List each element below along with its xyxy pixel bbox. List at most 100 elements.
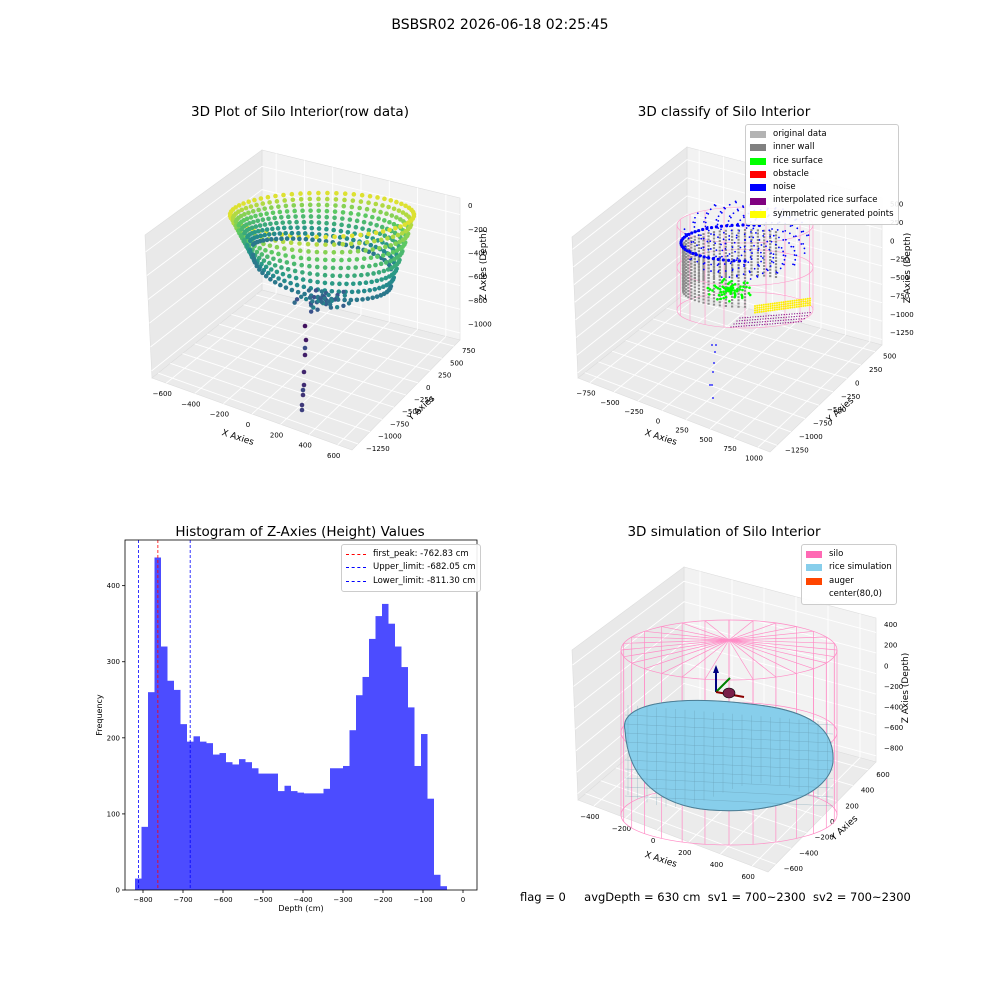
raw-point — [354, 297, 360, 303]
classify-noise-point — [696, 244, 698, 247]
classify-symmetric-point — [758, 306, 761, 309]
classify-symmetric-point — [762, 310, 765, 313]
raw-point — [355, 248, 361, 254]
simulation-x-tick-label: 200 — [678, 849, 691, 857]
classify-noise-point — [725, 224, 729, 228]
classify-interpolated-point — [773, 314, 775, 316]
raw-point — [346, 301, 352, 306]
classify-interpolated-point — [791, 316, 793, 318]
histogram-bar — [388, 623, 395, 890]
classify-noise-point — [740, 254, 743, 257]
raw-point — [308, 278, 313, 284]
classify-noise-point — [723, 231, 725, 234]
simulation-grid-y — [585, 793, 776, 865]
classify-symmetric-point — [754, 307, 756, 310]
raw-point — [318, 296, 323, 301]
simulation-y-tick-label: −600 — [784, 865, 803, 873]
classify-noise-point — [772, 256, 775, 259]
classify-z-tick-label: −500 — [890, 274, 909, 282]
raw-point — [276, 276, 281, 281]
classify-legend-label: noise — [773, 182, 796, 193]
classify-noise-point — [743, 250, 746, 253]
classify-noise-point — [729, 262, 732, 265]
classify-symmetric-point — [791, 304, 794, 307]
histogram-x-tick-label: −500 — [253, 896, 272, 904]
classify-interpolated-point — [762, 315, 764, 317]
classify-interpolated-point — [779, 322, 781, 324]
classify-symmetric-point — [791, 299, 794, 302]
classify-noise-point — [765, 245, 767, 248]
classify-noise-point — [712, 371, 714, 373]
raw-point — [325, 190, 330, 196]
raw-point — [277, 258, 283, 264]
raw-point — [378, 261, 384, 267]
raw-y-tick-label: 750 — [462, 347, 475, 355]
raw-point — [330, 265, 336, 271]
classify-noise-point — [728, 276, 731, 279]
classify-symmetric-point — [760, 304, 763, 307]
classify-symmetric-point — [809, 297, 811, 300]
histogram-bar — [258, 773, 265, 890]
raw-point — [399, 201, 404, 207]
classify-noise-point — [756, 276, 759, 278]
raw-point — [406, 220, 411, 225]
raw-point — [300, 277, 306, 282]
classify-noise-point — [782, 250, 785, 253]
classify-symmetric-point — [809, 301, 811, 304]
raw-point — [350, 281, 356, 287]
classify-noise-point — [755, 232, 757, 234]
classify-rice-surface-point — [707, 293, 711, 296]
classify-interpolated-point — [777, 322, 779, 324]
histogram-bar — [395, 646, 402, 890]
raw-point — [267, 200, 272, 205]
classify-noise-point — [760, 255, 762, 258]
classify-z-tick-label: 0 — [890, 237, 894, 245]
classify-noise-point — [781, 262, 784, 265]
simulation-auger-axis-y — [715, 677, 731, 693]
histogram-x-tick-label: −600 — [213, 896, 232, 904]
sv1-value: sv1 = 700~2300 — [707, 890, 806, 904]
classify-interpolated-point — [769, 320, 771, 322]
classify-noise-point — [711, 384, 713, 386]
classify-noise-point — [709, 240, 712, 243]
raw-point-cloud — [227, 190, 417, 413]
classify-symmetric-point — [800, 303, 803, 306]
classify-noise-point — [769, 265, 772, 267]
classify-noise-point — [723, 206, 726, 209]
classify-interpolated-point — [765, 315, 767, 317]
classify-symmetric-point — [767, 309, 770, 312]
classify-symmetric-point — [809, 304, 811, 307]
raw-point — [295, 225, 300, 230]
classify-interpolated-point — [748, 325, 750, 327]
simulation-silo-roof-strut — [728, 630, 814, 641]
classify-noise-point — [687, 232, 691, 236]
histogram-x-ticks: −800 −700 −600 −500 −400 −300 −200 −100 0 — [133, 890, 465, 904]
classify-rice-surface-point — [723, 292, 726, 296]
classify-noise-point — [714, 242, 717, 245]
raw-point — [357, 240, 362, 246]
classify-symmetric-point — [800, 305, 803, 308]
histogram-bar — [375, 616, 382, 890]
classify-noise-point — [748, 236, 751, 239]
classify-x-axis-label: X Axies — [643, 428, 678, 448]
raw-point — [308, 214, 314, 219]
simulation-silo-roof-strut — [704, 639, 730, 680]
classify-noise-point — [766, 240, 769, 243]
classify-interpolated-point — [774, 323, 776, 325]
classify-noise-point — [770, 260, 773, 263]
histogram-bar — [434, 874, 441, 890]
raw-point — [347, 217, 353, 222]
raw-point — [305, 241, 311, 247]
raw-point — [289, 191, 295, 197]
classify-noise-point — [743, 233, 746, 236]
raw-point — [322, 272, 328, 278]
raw-point — [263, 248, 268, 253]
classify-noise-point — [734, 200, 737, 203]
raw-point — [310, 299, 315, 304]
raw-point — [344, 281, 349, 287]
classify-noise-point — [782, 230, 784, 233]
raw-point — [275, 226, 281, 231]
classify-noise-point — [710, 263, 712, 266]
raw-grid-y — [243, 304, 443, 359]
raw-point — [297, 241, 302, 246]
